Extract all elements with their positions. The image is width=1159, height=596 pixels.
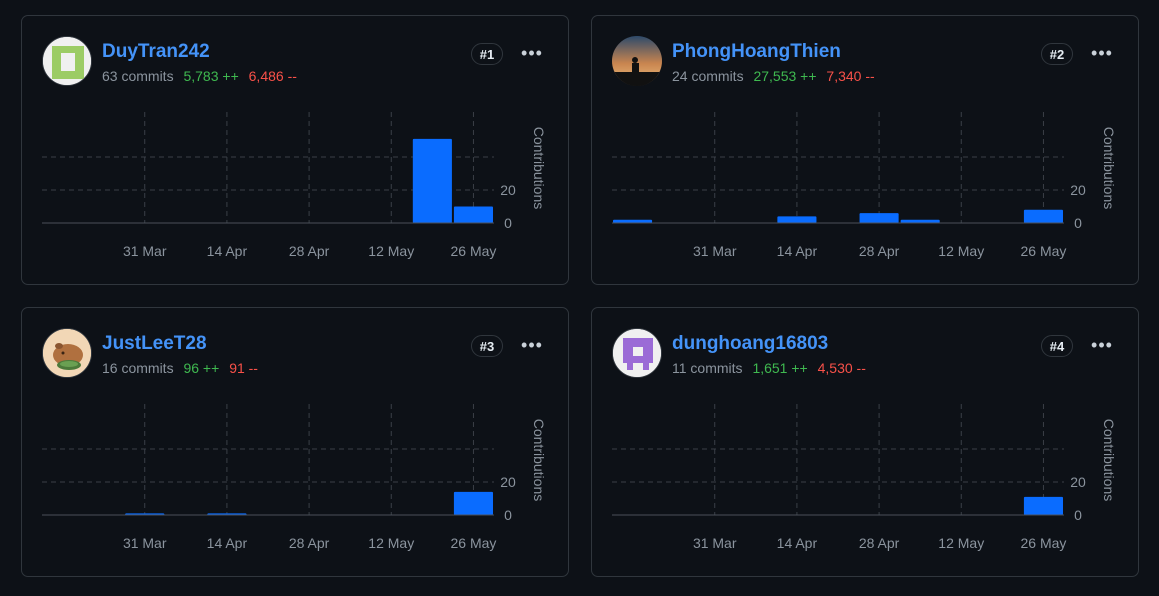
x-tick-label: 28 Apr: [859, 243, 900, 259]
x-tick-label: 28 Apr: [289, 243, 330, 259]
additions-count: 27,553 ++: [753, 68, 817, 84]
x-tick-label: 12 May: [938, 243, 984, 259]
x-tick-label: 26 May: [1020, 535, 1066, 551]
deletions-count: 6,486 --: [248, 68, 297, 84]
avatar[interactable]: [42, 36, 92, 86]
contributions-bar-chart: 31 Mar 14 Apr 28 Apr 12 May 26 May 0 20 Contrib…: [42, 404, 547, 551]
contributions-bar-chart: 31 Mar 14 Apr 28 Apr 12 May 26 May 0 20 Contrib…: [42, 112, 547, 259]
avatar[interactable]: [612, 36, 662, 86]
x-tick-label: 31 Mar: [123, 243, 167, 259]
kebab-horizontal-icon[interactable]: •••: [521, 42, 543, 63]
y-axis-label: Contributions: [531, 127, 547, 210]
x-tick-label: 12 May: [368, 243, 414, 259]
contributor-username[interactable]: dunghoang16803: [672, 333, 829, 354]
x-tick-label: 28 Apr: [859, 535, 900, 551]
x-tick-label: 14 Apr: [777, 243, 818, 259]
contribution-bar: [453, 491, 493, 515]
x-tick-label: 14 Apr: [777, 535, 818, 551]
y-axis-label: Contributions: [531, 419, 547, 502]
contributor-username[interactable]: PhongHoangThien: [672, 41, 841, 62]
contributor-stats: 63 commits 5,783 ++ 6,486 --: [102, 68, 297, 84]
contribution-bar: [900, 219, 940, 223]
y-tick-label: 20: [500, 182, 516, 198]
y-tick-label: 20: [500, 474, 516, 490]
sunset-photo-icon: [612, 36, 662, 86]
y-tick-label: 20: [1070, 474, 1086, 490]
rank-badge: #3: [471, 335, 503, 357]
contributor-card: DuyTran242 63 commits 5,783 ++ 6,486 -- …: [21, 15, 569, 285]
contributor-username[interactable]: DuyTran242: [102, 41, 210, 62]
commit-count-link[interactable]: 24 commits: [672, 68, 744, 84]
x-tick-label: 31 Mar: [693, 535, 737, 551]
x-tick-label: 31 Mar: [693, 243, 737, 259]
x-tick-label: 12 May: [368, 535, 414, 551]
contributor-card: JustLeeT28 16 commits 96 ++ 91 -- #3 •••…: [21, 307, 569, 577]
contribution-bar: [453, 206, 493, 223]
contribution-bar: [859, 213, 899, 223]
contributor-card: dunghoang16803 11 commits 1,651 ++ 4,530…: [591, 307, 1139, 577]
additions-count: 1,651 ++: [752, 360, 808, 376]
x-tick-label: 26 May: [450, 535, 496, 551]
contributor-card: PhongHoangThien 24 commits 27,553 ++ 7,3…: [591, 15, 1139, 285]
contributor-username[interactable]: JustLeeT28: [102, 333, 207, 354]
deletions-count: 4,530 --: [817, 360, 866, 376]
x-tick-label: 31 Mar: [123, 535, 167, 551]
commit-count-link[interactable]: 16 commits: [102, 360, 174, 376]
commit-count-link[interactable]: 63 commits: [102, 68, 174, 84]
kebab-horizontal-icon[interactable]: •••: [1091, 334, 1113, 355]
capybara-avatar-icon: [43, 329, 91, 377]
additions-count: 5,783 ++: [183, 68, 239, 84]
x-tick-label: 14 Apr: [207, 243, 248, 259]
y-tick-label: 0: [1074, 215, 1082, 231]
y-tick-label: 0: [1074, 507, 1082, 523]
kebab-horizontal-icon[interactable]: •••: [521, 334, 543, 355]
contribution-bar: [777, 216, 817, 223]
x-tick-label: 26 May: [1020, 243, 1066, 259]
contribution-bar: [412, 138, 452, 223]
y-tick-label: 0: [504, 215, 512, 231]
x-tick-label: 28 Apr: [289, 535, 330, 551]
y-tick-label: 20: [1070, 182, 1086, 198]
y-axis-label: Contributions: [1101, 419, 1117, 502]
y-axis-label: Contributions: [1101, 127, 1117, 210]
deletions-count: 91 --: [229, 360, 258, 376]
contributor-stats: 24 commits 27,553 ++ 7,340 --: [672, 68, 875, 84]
identicon-icon: [613, 329, 661, 377]
commit-count-link[interactable]: 11 commits: [672, 360, 743, 376]
y-tick-label: 0: [504, 507, 512, 523]
rank-badge: #4: [1041, 335, 1073, 357]
contribution-bar: [1023, 496, 1063, 515]
contribution-bar: [1023, 209, 1063, 223]
contribution-bar: [613, 219, 653, 223]
contributor-stats: 11 commits 1,651 ++ 4,530 --: [672, 360, 866, 376]
rank-badge: #2: [1041, 43, 1073, 65]
rank-badge: #1: [471, 43, 503, 65]
identicon-icon: [43, 37, 91, 85]
contributions-bar-chart: 31 Mar 14 Apr 28 Apr 12 May 26 May 0 20 Contrib…: [612, 404, 1117, 551]
avatar[interactable]: [612, 328, 662, 378]
kebab-horizontal-icon[interactable]: •••: [1091, 42, 1113, 63]
contributor-stats: 16 commits 96 ++ 91 --: [102, 360, 258, 376]
additions-count: 96 ++: [183, 360, 220, 376]
x-tick-label: 12 May: [938, 535, 984, 551]
contributions-bar-chart: 31 Mar 14 Apr 28 Apr 12 May 26 May 0 20 Contrib…: [612, 112, 1117, 259]
x-tick-label: 26 May: [450, 243, 496, 259]
avatar[interactable]: [42, 328, 92, 378]
deletions-count: 7,340 --: [826, 68, 875, 84]
x-tick-label: 14 Apr: [207, 535, 248, 551]
